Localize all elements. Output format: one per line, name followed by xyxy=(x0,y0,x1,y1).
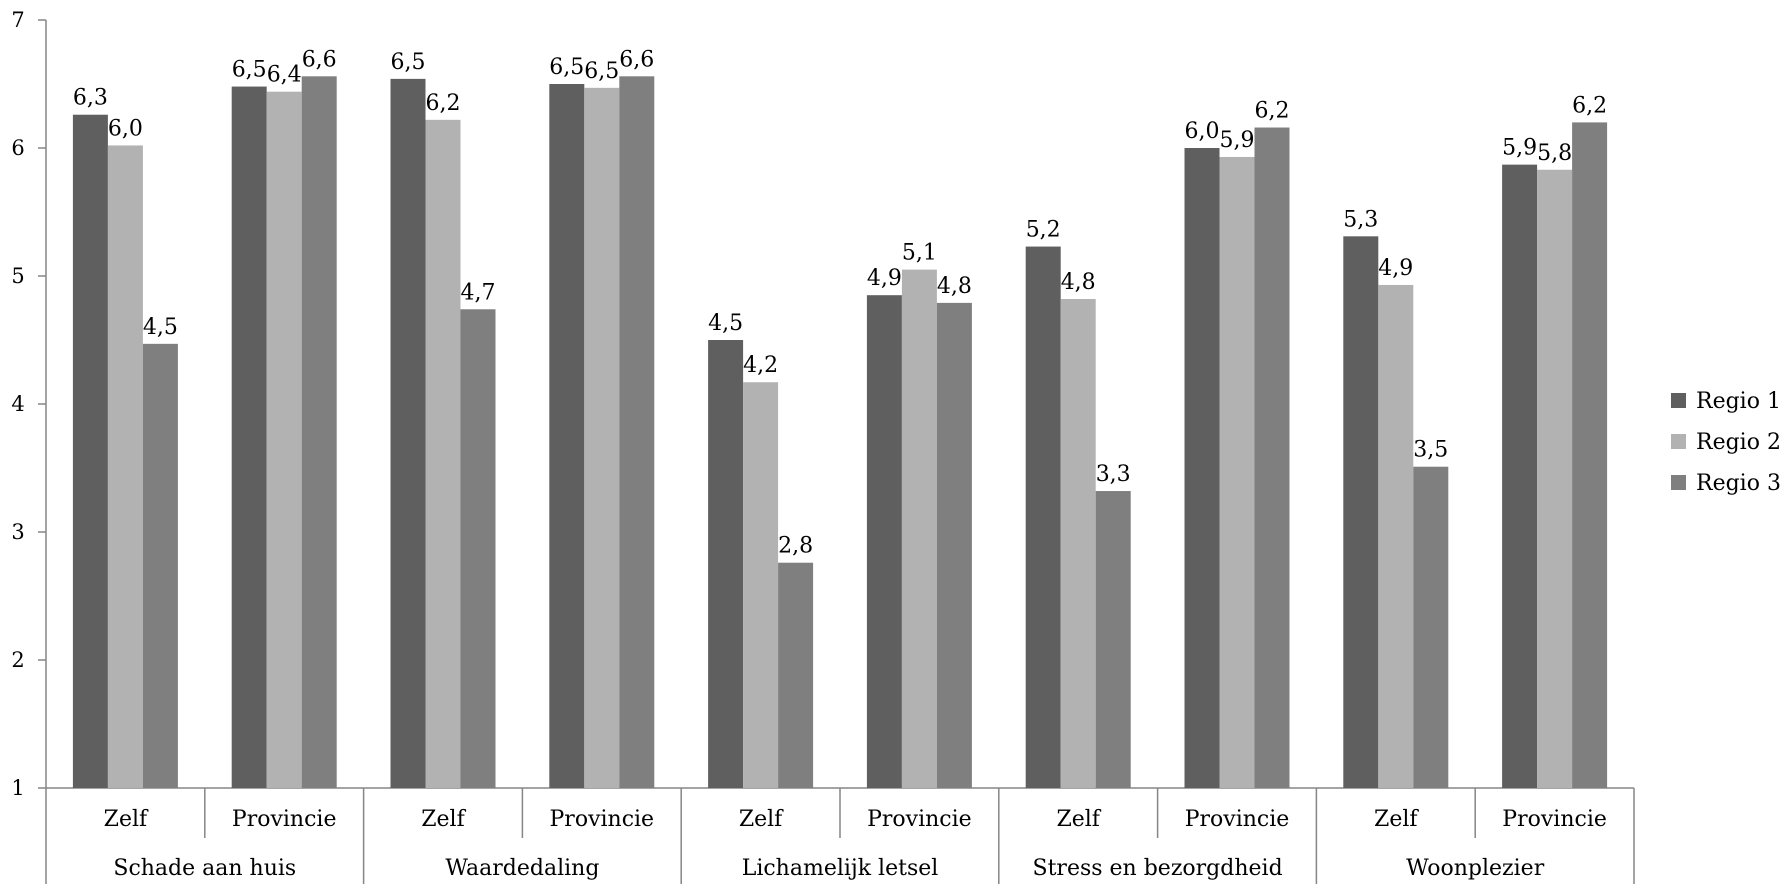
bar xyxy=(866,295,902,788)
bar xyxy=(1502,164,1538,788)
data-label: 4,8 xyxy=(937,274,972,299)
data-label: 4,2 xyxy=(743,353,778,378)
data-label: 6,2 xyxy=(1255,99,1290,124)
bar xyxy=(708,340,744,788)
x-category-label: Provincie xyxy=(1185,807,1290,832)
bar xyxy=(1413,466,1449,788)
data-label: 2,8 xyxy=(778,534,813,559)
data-label: 5,8 xyxy=(1537,141,1572,166)
data-label: 5,2 xyxy=(1026,218,1061,243)
bar xyxy=(901,269,937,789)
x-group-label: Schade aan huis xyxy=(113,856,296,881)
x-group-label: Woonplezier xyxy=(1406,856,1545,881)
data-label: 6,0 xyxy=(108,116,143,141)
data-label: 3,5 xyxy=(1413,438,1448,463)
bar xyxy=(107,145,143,788)
bar xyxy=(1343,236,1379,788)
y-tick-label: 4 xyxy=(11,392,24,416)
bar xyxy=(301,76,337,788)
y-tick-label: 3 xyxy=(11,520,24,544)
bar xyxy=(1537,169,1573,788)
bar xyxy=(231,86,267,788)
x-group-label: Stress en bezorgdheid xyxy=(1033,856,1283,881)
bar xyxy=(936,302,972,788)
legend-swatch xyxy=(1671,475,1686,490)
bar xyxy=(1254,127,1290,788)
x-group-label: Waardedaling xyxy=(445,856,599,881)
y-tick-label: 2 xyxy=(11,648,24,672)
data-label: 4,9 xyxy=(867,266,902,291)
y-tick-label: 7 xyxy=(11,8,24,32)
bar xyxy=(1060,299,1096,788)
data-label: 6,5 xyxy=(391,50,426,75)
bar xyxy=(1095,491,1131,788)
x-category-label: Provincie xyxy=(232,807,337,832)
bar xyxy=(778,562,814,788)
legend-label: Regio 1 xyxy=(1696,389,1781,414)
x-category-label: Zelf xyxy=(421,807,466,832)
bar xyxy=(1219,156,1255,788)
data-label: 5,9 xyxy=(1502,136,1537,161)
x-category-label: Zelf xyxy=(104,807,149,832)
data-label: 6,0 xyxy=(1185,119,1220,144)
data-label: 6,6 xyxy=(302,47,337,72)
data-label: 5,1 xyxy=(902,241,937,266)
x-category-label: Provincie xyxy=(1502,807,1607,832)
bar xyxy=(584,87,620,789)
bar xyxy=(1025,246,1061,788)
bar xyxy=(390,78,426,788)
x-category-label: Provincie xyxy=(550,807,655,832)
bar xyxy=(619,76,655,788)
data-label: 6,2 xyxy=(1572,93,1607,118)
x-category-label: Zelf xyxy=(1056,807,1101,832)
data-label: 6,5 xyxy=(549,55,584,80)
bar xyxy=(1572,122,1608,788)
y-tick-label: 6 xyxy=(11,136,24,160)
x-category-label: Provincie xyxy=(867,807,972,832)
data-label: 6,6 xyxy=(619,47,654,72)
data-label: 4,5 xyxy=(708,311,743,336)
data-label: 3,3 xyxy=(1096,462,1131,487)
bar xyxy=(72,114,108,789)
data-label: 4,5 xyxy=(143,315,178,340)
data-label: 6,2 xyxy=(426,91,461,116)
data-label: 4,8 xyxy=(1061,270,1096,295)
bar xyxy=(549,84,585,788)
x-category-label: Zelf xyxy=(739,807,784,832)
y-tick-label: 1 xyxy=(11,776,24,800)
legend-label: Regio 2 xyxy=(1696,430,1781,455)
data-label: 4,9 xyxy=(1378,256,1413,281)
bar xyxy=(425,119,461,789)
data-label: 5,9 xyxy=(1220,128,1255,153)
x-category-label: Zelf xyxy=(1374,807,1419,832)
x-group-label: Lichamelijk letsel xyxy=(742,856,939,881)
bar xyxy=(1184,148,1220,788)
bar xyxy=(1378,284,1414,788)
legend-swatch xyxy=(1671,434,1686,449)
bar xyxy=(460,309,496,788)
data-label: 6,4 xyxy=(267,63,302,88)
legend-swatch xyxy=(1671,393,1686,408)
data-label: 4,7 xyxy=(461,280,496,305)
data-label: 6,5 xyxy=(584,59,619,84)
y-tick-label: 5 xyxy=(11,264,24,288)
data-label: 5,3 xyxy=(1343,207,1378,232)
legend-label: Regio 3 xyxy=(1696,471,1781,496)
data-label: 6,3 xyxy=(73,86,108,111)
data-label: 6,5 xyxy=(232,58,267,83)
bar xyxy=(743,382,779,788)
bar xyxy=(142,343,178,788)
bar xyxy=(266,91,302,789)
